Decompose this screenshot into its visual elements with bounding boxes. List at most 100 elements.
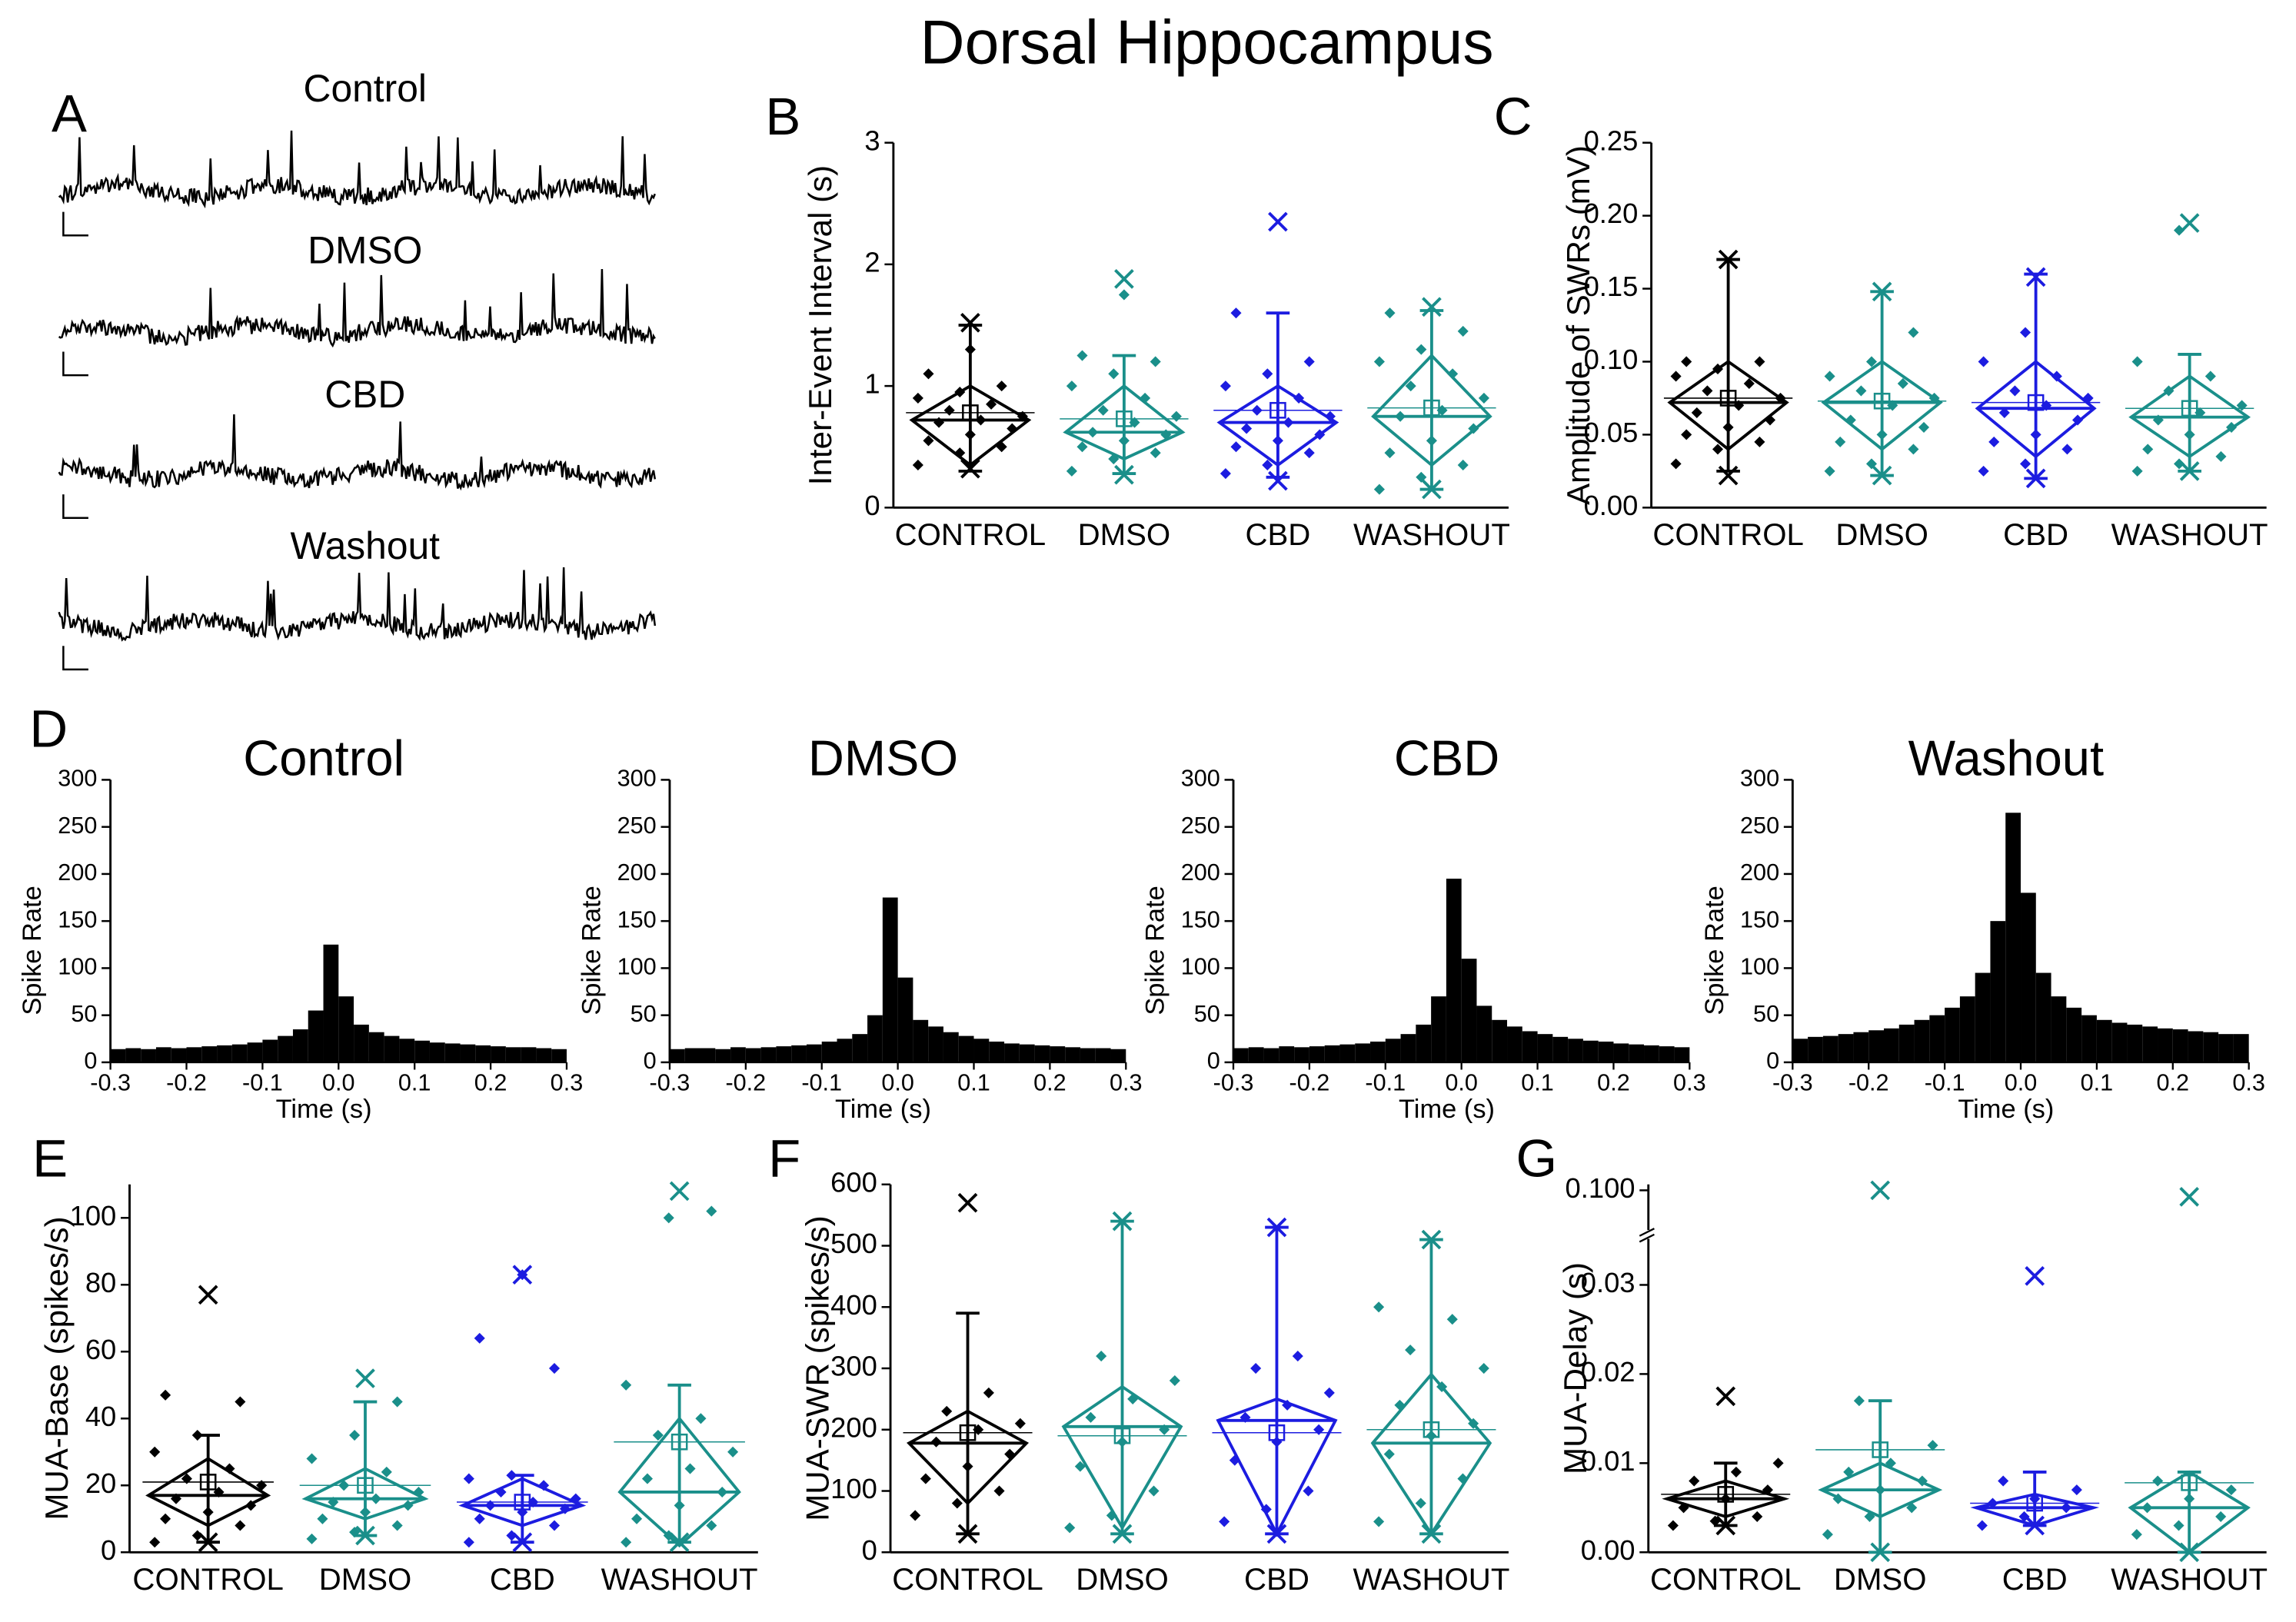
bar — [1019, 1044, 1035, 1062]
bar — [1898, 1024, 1915, 1062]
diamond — [1061, 1384, 1183, 1531]
data-point — [1373, 484, 1385, 495]
panel-letter: G — [1516, 1128, 1558, 1188]
mean-marker — [1116, 410, 1133, 427]
y-axis-label: Spike Rate — [577, 886, 607, 1015]
bar — [882, 897, 898, 1062]
x-tick-label: 0.0 — [881, 1070, 914, 1096]
data-point — [1384, 447, 1396, 459]
bar — [1110, 1049, 1126, 1062]
bar — [1644, 1045, 1659, 1062]
bar — [1080, 1048, 1096, 1062]
data-point — [1251, 404, 1263, 416]
chart-title: Washout — [1908, 730, 2104, 786]
x-tick-label: CBD — [1245, 517, 1310, 552]
trace — [58, 269, 656, 348]
data-point — [951, 1497, 963, 1509]
extreme-marker — [1268, 470, 1288, 491]
bar — [867, 1015, 883, 1062]
extreme-marker — [1715, 1386, 1736, 1407]
bar — [1248, 1047, 1264, 1062]
bar — [1552, 1036, 1569, 1062]
panel-letter: C — [1494, 87, 1532, 146]
diamond — [2128, 374, 2251, 459]
data-point — [538, 1480, 550, 1491]
data-point — [1678, 1502, 1689, 1514]
extreme-marker — [1114, 464, 1134, 485]
bar — [247, 1042, 263, 1062]
trace — [58, 567, 657, 642]
bar — [308, 1010, 324, 1062]
y-tick-label: 3 — [864, 125, 880, 156]
x-tick-label: CONTROL — [132, 1562, 283, 1597]
y-tick-label: 0 — [864, 490, 880, 521]
x-axis-label: Time (s) — [1399, 1095, 1495, 1124]
x-tick-label: 0.2 — [2157, 1070, 2190, 1096]
y-tick-label: 0.100 — [1566, 1172, 1635, 1204]
bar — [1537, 1034, 1553, 1062]
bar — [1792, 1039, 1809, 1062]
y-tick-label: 0.02 — [1581, 1356, 1635, 1388]
bar — [928, 1026, 943, 1062]
y-axis-label: Spike Rate — [18, 886, 47, 1015]
data-point — [2030, 429, 2041, 440]
y-axis-label: MUA-Delay (s) — [1557, 1262, 1593, 1474]
bar — [2158, 1028, 2173, 1062]
data-point — [1394, 1399, 1406, 1411]
y-tick-label: 100 — [617, 954, 657, 980]
mean-marker — [1872, 1441, 1889, 1458]
data-point — [1230, 441, 1242, 453]
y-tick-label: 200 — [58, 859, 97, 886]
data-point — [993, 1485, 1005, 1497]
y-axis-label: Spike Rate — [1700, 886, 1729, 1015]
diamond — [909, 384, 1032, 467]
y-axis-label: Spike Rate — [1141, 886, 1170, 1015]
x-tick-label: -0.3 — [1213, 1070, 1254, 1096]
extreme-marker — [669, 1532, 690, 1553]
y-tick-label: 200 — [617, 859, 657, 886]
x-tick-label: WASHOUT — [2111, 517, 2268, 552]
data-point — [1076, 441, 1088, 453]
bar — [1507, 1026, 1522, 1062]
y-tick-label: 40 — [85, 1401, 116, 1432]
bar — [1476, 1005, 1492, 1062]
bar — [2111, 1022, 2128, 1062]
data-point — [1148, 1485, 1160, 1497]
bar — [973, 1039, 990, 1062]
mean-marker — [2181, 400, 2198, 417]
bar — [1674, 1047, 1690, 1062]
y-tick-label: 0 — [1766, 1048, 1779, 1074]
extreme-marker — [355, 1368, 375, 1388]
y-tick-label: 150 — [58, 906, 97, 932]
x-tick-label: WASHOUT — [2111, 1562, 2268, 1597]
bar — [1050, 1046, 1066, 1062]
data-point — [1998, 1475, 2009, 1487]
data-point — [1004, 1448, 1016, 1460]
data-point — [1087, 427, 1099, 438]
x-tick-label: WASHOUT — [1353, 517, 1510, 552]
y-tick-label: 0.10 — [1584, 344, 1639, 375]
data-point — [1303, 356, 1315, 367]
bar — [460, 1044, 476, 1062]
data-point — [695, 1413, 707, 1424]
data-point — [1978, 465, 1989, 477]
diamond — [1821, 360, 1943, 451]
y-tick-label: 0.20 — [1584, 198, 1639, 229]
bar — [231, 1044, 248, 1062]
data-point — [1416, 344, 1427, 355]
bar — [2233, 1034, 2249, 1062]
extreme-marker — [1268, 211, 1288, 232]
bar — [1522, 1031, 1538, 1062]
bar — [110, 1049, 126, 1062]
bar — [2066, 1007, 2082, 1062]
data-point — [996, 381, 1007, 392]
y-tick-label: 60 — [85, 1334, 116, 1365]
bar — [806, 1044, 822, 1062]
bar — [1598, 1041, 1614, 1062]
data-point — [1689, 1475, 1700, 1487]
bar — [171, 1048, 187, 1062]
bar — [745, 1048, 761, 1062]
bar — [715, 1049, 731, 1062]
y-tick-label: 100 — [830, 1473, 877, 1504]
x-axis-label: Time (s) — [276, 1095, 372, 1124]
